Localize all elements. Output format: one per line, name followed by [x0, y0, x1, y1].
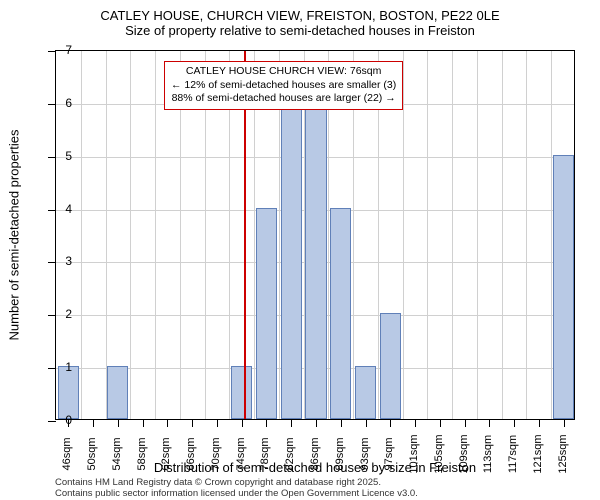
x-tick — [143, 419, 144, 427]
info-box-line-2: ← 12% of semi-detached houses are smalle… — [171, 79, 396, 93]
x-tick-label: 66sqm — [185, 437, 197, 470]
x-tick-label: 97sqm — [383, 437, 395, 470]
bar — [256, 208, 277, 419]
x-tick-label: 105sqm — [433, 434, 445, 473]
plot-area: CATLEY HOUSE CHURCH VIEW: 76sqm← 12% of … — [55, 50, 575, 420]
x-tick-label: 50sqm — [86, 437, 98, 470]
y-axis-label: Number of semi-detached properties — [7, 130, 22, 341]
grid-line-vertical — [526, 51, 527, 419]
bar — [380, 313, 401, 419]
x-tick — [390, 419, 391, 427]
x-tick-label: 121sqm — [532, 434, 544, 473]
bar — [355, 366, 376, 419]
info-box-line-3: 88% of semi-detached houses are larger (… — [171, 92, 396, 106]
x-tick-label: 78sqm — [259, 437, 271, 470]
x-tick — [489, 419, 490, 427]
x-tick — [514, 419, 515, 427]
x-tick-label: 46sqm — [61, 437, 73, 470]
x-tick-label: 58sqm — [136, 437, 148, 470]
y-tick — [48, 157, 56, 158]
x-tick-label: 89sqm — [334, 437, 346, 470]
x-tick-label: 82sqm — [284, 437, 296, 470]
y-tick-label: 0 — [65, 413, 72, 427]
x-tick — [192, 419, 193, 427]
x-tick-label: 113sqm — [482, 435, 494, 473]
chart-title: CATLEY HOUSE, CHURCH VIEW, FREISTON, BOS… — [0, 0, 600, 23]
x-tick — [440, 419, 441, 427]
y-tick-label: 4 — [65, 202, 72, 216]
x-tick — [564, 419, 565, 427]
grid-line-vertical — [551, 51, 552, 419]
x-tick — [217, 419, 218, 427]
y-tick — [48, 104, 56, 105]
grid-line-vertical — [155, 51, 156, 419]
grid-line-vertical — [502, 51, 503, 419]
x-tick — [539, 419, 540, 427]
x-tick-label: 125sqm — [557, 434, 569, 473]
x-tick — [242, 419, 243, 427]
bar — [231, 366, 252, 419]
grid-line-vertical — [106, 51, 107, 419]
x-tick — [415, 419, 416, 427]
bar — [330, 208, 351, 419]
x-tick — [291, 419, 292, 427]
y-tick-label: 6 — [65, 96, 72, 110]
x-tick-label: 62sqm — [160, 437, 172, 470]
chart-subtitle: Size of property relative to semi-detach… — [0, 23, 600, 38]
x-tick-label: 93sqm — [359, 437, 371, 470]
bar — [107, 366, 128, 419]
credits: Contains HM Land Registry data © Crown c… — [55, 478, 418, 500]
bar — [553, 155, 574, 419]
x-tick — [366, 419, 367, 427]
x-tick — [341, 419, 342, 427]
y-tick-label: 2 — [65, 307, 72, 321]
x-tick-label: 86sqm — [309, 437, 321, 470]
grid-line-vertical — [81, 51, 82, 419]
info-box-line-1: CATLEY HOUSE CHURCH VIEW: 76sqm — [171, 65, 396, 79]
credit-line-2: Contains public sector information licen… — [55, 489, 418, 500]
x-tick — [266, 419, 267, 427]
x-tick — [316, 419, 317, 427]
grid-line-vertical — [452, 51, 453, 419]
x-tick-label: 70sqm — [210, 437, 222, 470]
y-tick-label: 3 — [65, 254, 72, 268]
info-box: CATLEY HOUSE CHURCH VIEW: 76sqm← 12% of … — [164, 61, 403, 110]
chart-container: CATLEY HOUSE, CHURCH VIEW, FREISTON, BOS… — [0, 0, 600, 500]
y-tick — [48, 210, 56, 211]
y-tick — [48, 262, 56, 263]
y-tick-label: 1 — [65, 360, 72, 374]
y-tick-label: 5 — [65, 149, 72, 163]
bar — [305, 102, 326, 419]
bar — [281, 102, 302, 419]
grid-line-vertical — [427, 51, 428, 419]
x-tick-label: 74sqm — [235, 437, 247, 470]
grid-line-vertical — [130, 51, 131, 419]
y-tick — [48, 421, 56, 422]
x-tick-label: 101sqm — [408, 434, 420, 473]
x-tick-label: 117sqm — [507, 435, 519, 473]
y-tick — [48, 315, 56, 316]
x-tick — [93, 419, 94, 427]
y-tick — [48, 51, 56, 52]
x-tick — [465, 419, 466, 427]
x-tick — [118, 419, 119, 427]
y-tick — [48, 368, 56, 369]
y-tick-label: 7 — [65, 43, 72, 57]
x-tick-label: 109sqm — [458, 434, 470, 473]
x-tick — [167, 419, 168, 427]
grid-line-vertical — [477, 51, 478, 419]
x-tick-label: 54sqm — [111, 437, 123, 470]
